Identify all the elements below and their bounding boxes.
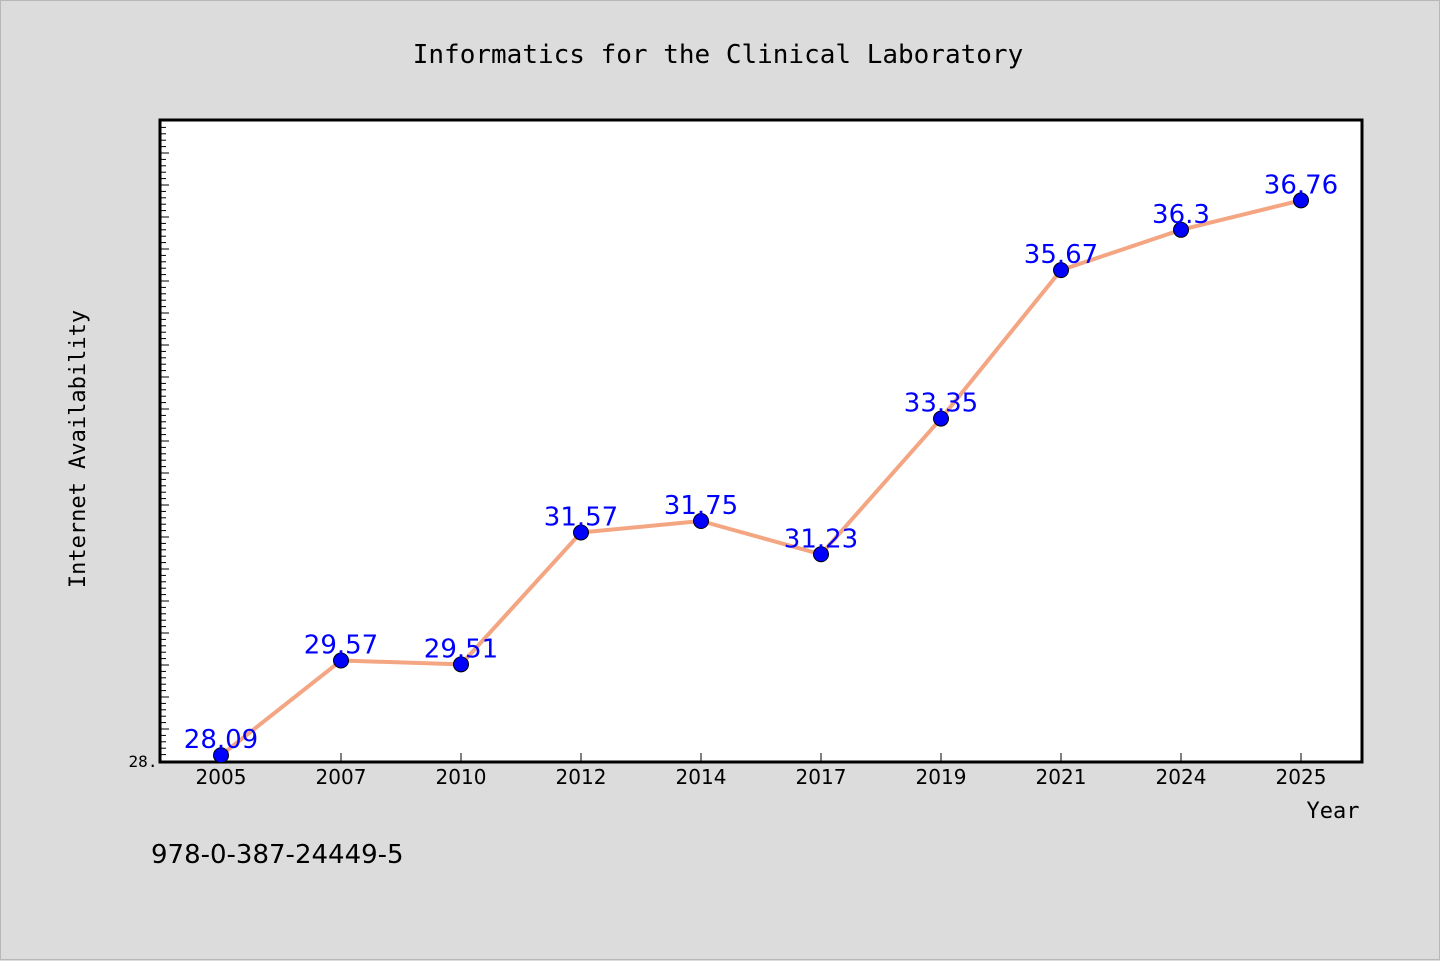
- data-label: 35.67: [1024, 240, 1098, 270]
- plot-area: [158, 118, 1364, 764]
- data-point: [333, 652, 349, 669]
- data-label: 33.35: [904, 389, 978, 419]
- x-tick-label: 2005: [196, 765, 247, 789]
- x-tick-label: 2019: [916, 765, 967, 789]
- x-tick-label: 2010: [436, 765, 487, 789]
- isbn-footer: 978-0-387-24449-5: [151, 840, 404, 870]
- data-point: [213, 747, 229, 764]
- data-label: 29.51: [424, 634, 498, 664]
- x-tick-label: 2025: [1276, 765, 1327, 789]
- x-tick-label: 2017: [796, 765, 847, 789]
- data-point: [1053, 262, 1069, 279]
- data-label: 36.76: [1264, 170, 1338, 200]
- series-layer: [219, 198, 1303, 758]
- x-axis-ticks: [220, 753, 1302, 761]
- chart-title: Informatics for the Clinical Laboratory: [413, 40, 1023, 70]
- data-point: [693, 513, 709, 529]
- data-label: 31.23: [784, 524, 858, 554]
- data-label: 31.57: [544, 503, 618, 533]
- y-tick-label: 28.: [129, 752, 158, 771]
- x-tick-label: 2012: [556, 765, 607, 789]
- x-tick-label: 2007: [316, 765, 367, 789]
- data-point: [573, 524, 589, 541]
- data-label: 28.09: [184, 725, 258, 755]
- data-label: 31.75: [664, 491, 738, 521]
- data-point: [933, 410, 949, 427]
- data-label: 36.3: [1152, 200, 1210, 230]
- x-axis-tick-labels: 2005 2007 2010 2012 2014 2017 2019 2021 2024 2025: [196, 765, 1327, 789]
- data-point: [453, 656, 469, 673]
- x-axis-label: Year: [1307, 799, 1360, 824]
- y-axis-label: Internet Availability: [66, 310, 91, 588]
- x-tick-label: 2014: [676, 765, 727, 789]
- y-axis-ticks: [161, 120, 169, 762]
- x-tick-label: 2024: [1156, 765, 1207, 789]
- series-line: [219, 198, 1303, 758]
- marker-layer: [213, 192, 1309, 764]
- data-label: 29.57: [304, 631, 378, 661]
- x-tick-label: 2021: [1036, 765, 1087, 789]
- data-point: [813, 546, 829, 563]
- data-point: [1293, 192, 1309, 209]
- data-point: [1173, 221, 1189, 238]
- data-label-layer: 28.09 29.57 29.51 31.57 31.75 31.23 33.35 35.67…: [184, 170, 1338, 755]
